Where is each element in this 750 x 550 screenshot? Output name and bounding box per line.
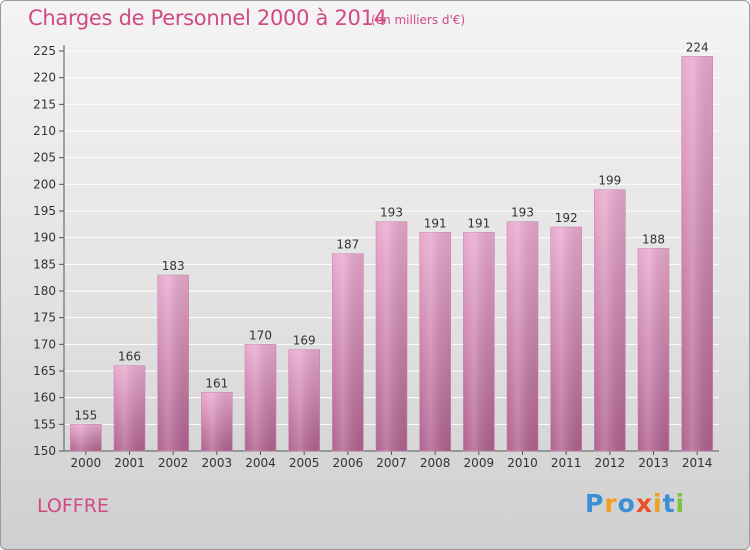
commune-name: LOFFRE xyxy=(37,495,109,517)
x-tick-label: 2012 xyxy=(595,456,626,470)
data-label: 191 xyxy=(424,216,447,230)
x-tick-label: 2002 xyxy=(158,456,189,470)
bar-shine xyxy=(507,221,538,451)
bar-shine xyxy=(157,275,189,451)
bar-shine xyxy=(681,56,713,451)
data-label: 193 xyxy=(380,206,403,220)
data-label: 183 xyxy=(162,259,185,273)
bars xyxy=(70,56,713,452)
x-tick-label: 2007 xyxy=(376,456,407,470)
logo-letter: r xyxy=(604,489,618,518)
data-label: 187 xyxy=(336,238,359,252)
y-tick-label: 180 xyxy=(33,284,56,298)
y-tick-label: 170 xyxy=(33,337,56,351)
x-tick-label: 2000 xyxy=(71,456,102,470)
logo-letter: t xyxy=(662,489,676,518)
chart-subtitle: (en milliers d'€) xyxy=(371,13,466,27)
logo-letter: P xyxy=(585,489,605,518)
x-tick-label: 2011 xyxy=(551,456,582,470)
logo-letter: o xyxy=(617,489,636,518)
data-label: 192 xyxy=(555,211,578,225)
chart-title: Charges de Personnel 2000 à 2014 xyxy=(28,6,387,30)
bar-shine xyxy=(201,392,233,451)
data-label: 155 xyxy=(74,408,97,422)
y-tick-label: 175 xyxy=(33,311,56,325)
data-label: 161 xyxy=(205,376,228,390)
y-tick-label: 190 xyxy=(33,231,56,245)
bar-shine xyxy=(332,253,364,451)
bar-shine xyxy=(419,232,451,451)
logo-letter: i xyxy=(653,489,663,518)
x-tick-labels: 2000 2001 2002 2003 2004 2005 2006 2007 2008 2009… xyxy=(71,456,713,470)
bar-shine xyxy=(463,232,495,451)
data-label: 191 xyxy=(467,216,490,230)
y-tick-label: 155 xyxy=(33,417,56,431)
bar-shine xyxy=(550,227,582,451)
y-tick-label: 205 xyxy=(33,151,56,165)
data-label: 170 xyxy=(249,328,272,342)
y-tick-label: 165 xyxy=(33,364,56,378)
bar-shine xyxy=(70,424,102,451)
y-tick-label: 225 xyxy=(33,44,56,58)
bar-shine xyxy=(376,221,407,451)
data-label: 199 xyxy=(598,174,621,188)
x-tick-label: 2004 xyxy=(245,456,276,470)
x-tick-label: 2001 xyxy=(114,456,145,470)
x-tick-label: 2006 xyxy=(333,456,364,470)
proxiti-logo: Proxiti xyxy=(585,489,685,518)
x-tick-label: 2008 xyxy=(420,456,451,470)
logo-letter: i xyxy=(675,489,686,518)
x-tick-label: 2010 xyxy=(507,456,538,470)
data-label: 193 xyxy=(511,206,534,220)
logo-letter: x xyxy=(635,489,653,518)
y-tick-label: 215 xyxy=(33,97,56,111)
bar-shine xyxy=(594,189,626,451)
value-labels: 155 166 183 161 170 169 187 193 191 191 193 192 199 1… xyxy=(74,40,708,422)
bar-shine xyxy=(245,344,276,451)
x-tick-label: 2003 xyxy=(202,456,233,470)
y-tick-label: 150 xyxy=(33,444,56,458)
y-tick-labels: 150 155 160 165 170 175 180 185 190 195 200 205 210 2… xyxy=(33,44,56,458)
x-tick-label: 2009 xyxy=(464,456,495,470)
data-label: 224 xyxy=(686,40,709,54)
bar-shine xyxy=(114,365,145,451)
data-label: 169 xyxy=(293,334,316,348)
x-tick-label: 2014 xyxy=(682,456,713,470)
y-tick-label: 220 xyxy=(33,71,56,85)
bar-shine xyxy=(288,349,320,451)
y-tick-label: 210 xyxy=(33,124,56,138)
y-tick-label: 185 xyxy=(33,257,56,271)
y-tick-label: 160 xyxy=(33,391,56,405)
data-label: 166 xyxy=(118,350,141,364)
bar-shine xyxy=(638,248,669,451)
data-label: 188 xyxy=(642,232,665,246)
y-tick-label: 200 xyxy=(33,177,56,191)
x-tick-label: 2005 xyxy=(289,456,320,470)
y-tick-label: 195 xyxy=(33,204,56,218)
x-tick-label: 2013 xyxy=(638,456,669,470)
